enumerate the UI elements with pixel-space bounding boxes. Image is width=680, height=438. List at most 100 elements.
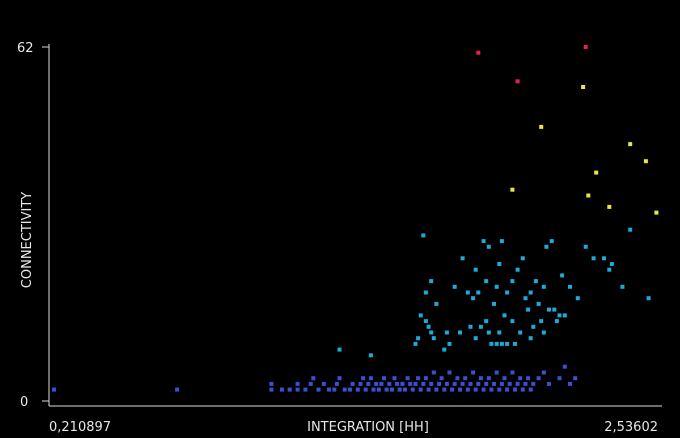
scatter-point [382, 376, 386, 381]
scatter-point [526, 376, 531, 381]
scatter-point [499, 341, 504, 346]
scatter-point [591, 256, 596, 261]
scatter-point [452, 381, 457, 386]
scatter-point [416, 336, 421, 341]
scatter-point [539, 319, 544, 324]
scatter-point [520, 256, 525, 261]
scatter-point [471, 370, 476, 375]
scatter-point [594, 170, 599, 175]
scatter-point [363, 387, 368, 392]
scatter-point [499, 239, 504, 244]
scatter-point [583, 45, 588, 49]
scatter-point [484, 319, 489, 324]
scatter-point [533, 279, 538, 284]
scatter-point [426, 324, 431, 329]
scatter-point [350, 381, 355, 386]
scatter-point [478, 324, 483, 329]
scatter-point [484, 279, 489, 284]
scatter-point [287, 387, 292, 392]
scatter-point [497, 330, 502, 335]
scatter-point [539, 124, 544, 129]
scatter-point [442, 387, 447, 392]
scatter-point [269, 381, 274, 386]
scatter-point [552, 307, 557, 312]
scatter-point [444, 330, 449, 335]
scatter-point [505, 387, 510, 392]
scatter-point [560, 273, 565, 278]
scatter-point [416, 376, 421, 381]
scatter-point [403, 387, 407, 392]
scatter-point [418, 313, 423, 318]
scatter-point [332, 387, 337, 392]
scatter-point [568, 381, 572, 386]
scatter-point [628, 142, 633, 147]
scatter-point [279, 387, 284, 392]
scatter-point [413, 341, 418, 346]
scatter-point [510, 370, 515, 375]
scatter-point [439, 376, 444, 381]
scatter-point [583, 244, 588, 249]
scatter-point [515, 267, 520, 272]
scatter-point [437, 381, 441, 386]
scatter-point [486, 376, 491, 381]
scatter-point [337, 347, 342, 352]
scatter-point [541, 330, 546, 335]
scatter-point [541, 370, 546, 375]
scatter-point [609, 262, 614, 266]
scatter-point [505, 290, 510, 295]
scatter-point [447, 370, 452, 375]
scatter-point [484, 381, 489, 386]
scatter-point [418, 387, 423, 392]
scatter-point [654, 210, 659, 215]
scatter-point [531, 381, 536, 386]
scatter-point [489, 387, 494, 392]
scatter-point [628, 227, 633, 232]
scatter-point [371, 387, 376, 392]
scatter-point [434, 301, 439, 306]
scatter-point [547, 381, 551, 386]
scatter-point [468, 324, 473, 329]
scatter-point [452, 284, 457, 289]
scatter-point [429, 330, 434, 335]
scatter-point [557, 376, 562, 381]
scatter-point [494, 284, 499, 289]
scatter-point [431, 370, 436, 375]
scatter-point [513, 387, 517, 392]
scatter-point [303, 387, 308, 392]
scatter-point [510, 187, 515, 192]
scatter-point [492, 381, 496, 386]
scatter-point [327, 387, 331, 392]
scatter-point [478, 376, 483, 381]
scatter-point [429, 381, 434, 386]
scatter-point [384, 387, 389, 392]
scatter-point [368, 376, 373, 381]
scatter-point [473, 267, 478, 272]
scatter-point [528, 387, 533, 392]
y-axis-label: CONNECTIVITY [20, 192, 35, 288]
scatter-point [465, 387, 470, 392]
scatter-point [531, 324, 536, 329]
scatter-point [442, 347, 447, 352]
scatter-point [342, 387, 347, 392]
scatter-point [316, 387, 321, 392]
scatter-point [507, 381, 512, 386]
scatter-point [389, 387, 394, 392]
scatter-point [413, 381, 418, 386]
scatter-point [374, 381, 379, 386]
scatter-point [489, 341, 494, 346]
scatter-point [400, 381, 405, 386]
scatter-point [434, 387, 439, 392]
scatter-point [602, 256, 606, 261]
scatter-point [52, 387, 56, 392]
scatter-point [515, 381, 520, 386]
scatter-point [426, 387, 431, 392]
scatter-point [476, 50, 481, 55]
scatter-point [554, 319, 559, 324]
scatter-point [518, 330, 523, 335]
scatter-point [607, 267, 612, 272]
scatter-point [544, 244, 549, 249]
scatter-point [573, 376, 578, 381]
scatter-point [423, 376, 428, 381]
scatter-point [528, 336, 533, 341]
